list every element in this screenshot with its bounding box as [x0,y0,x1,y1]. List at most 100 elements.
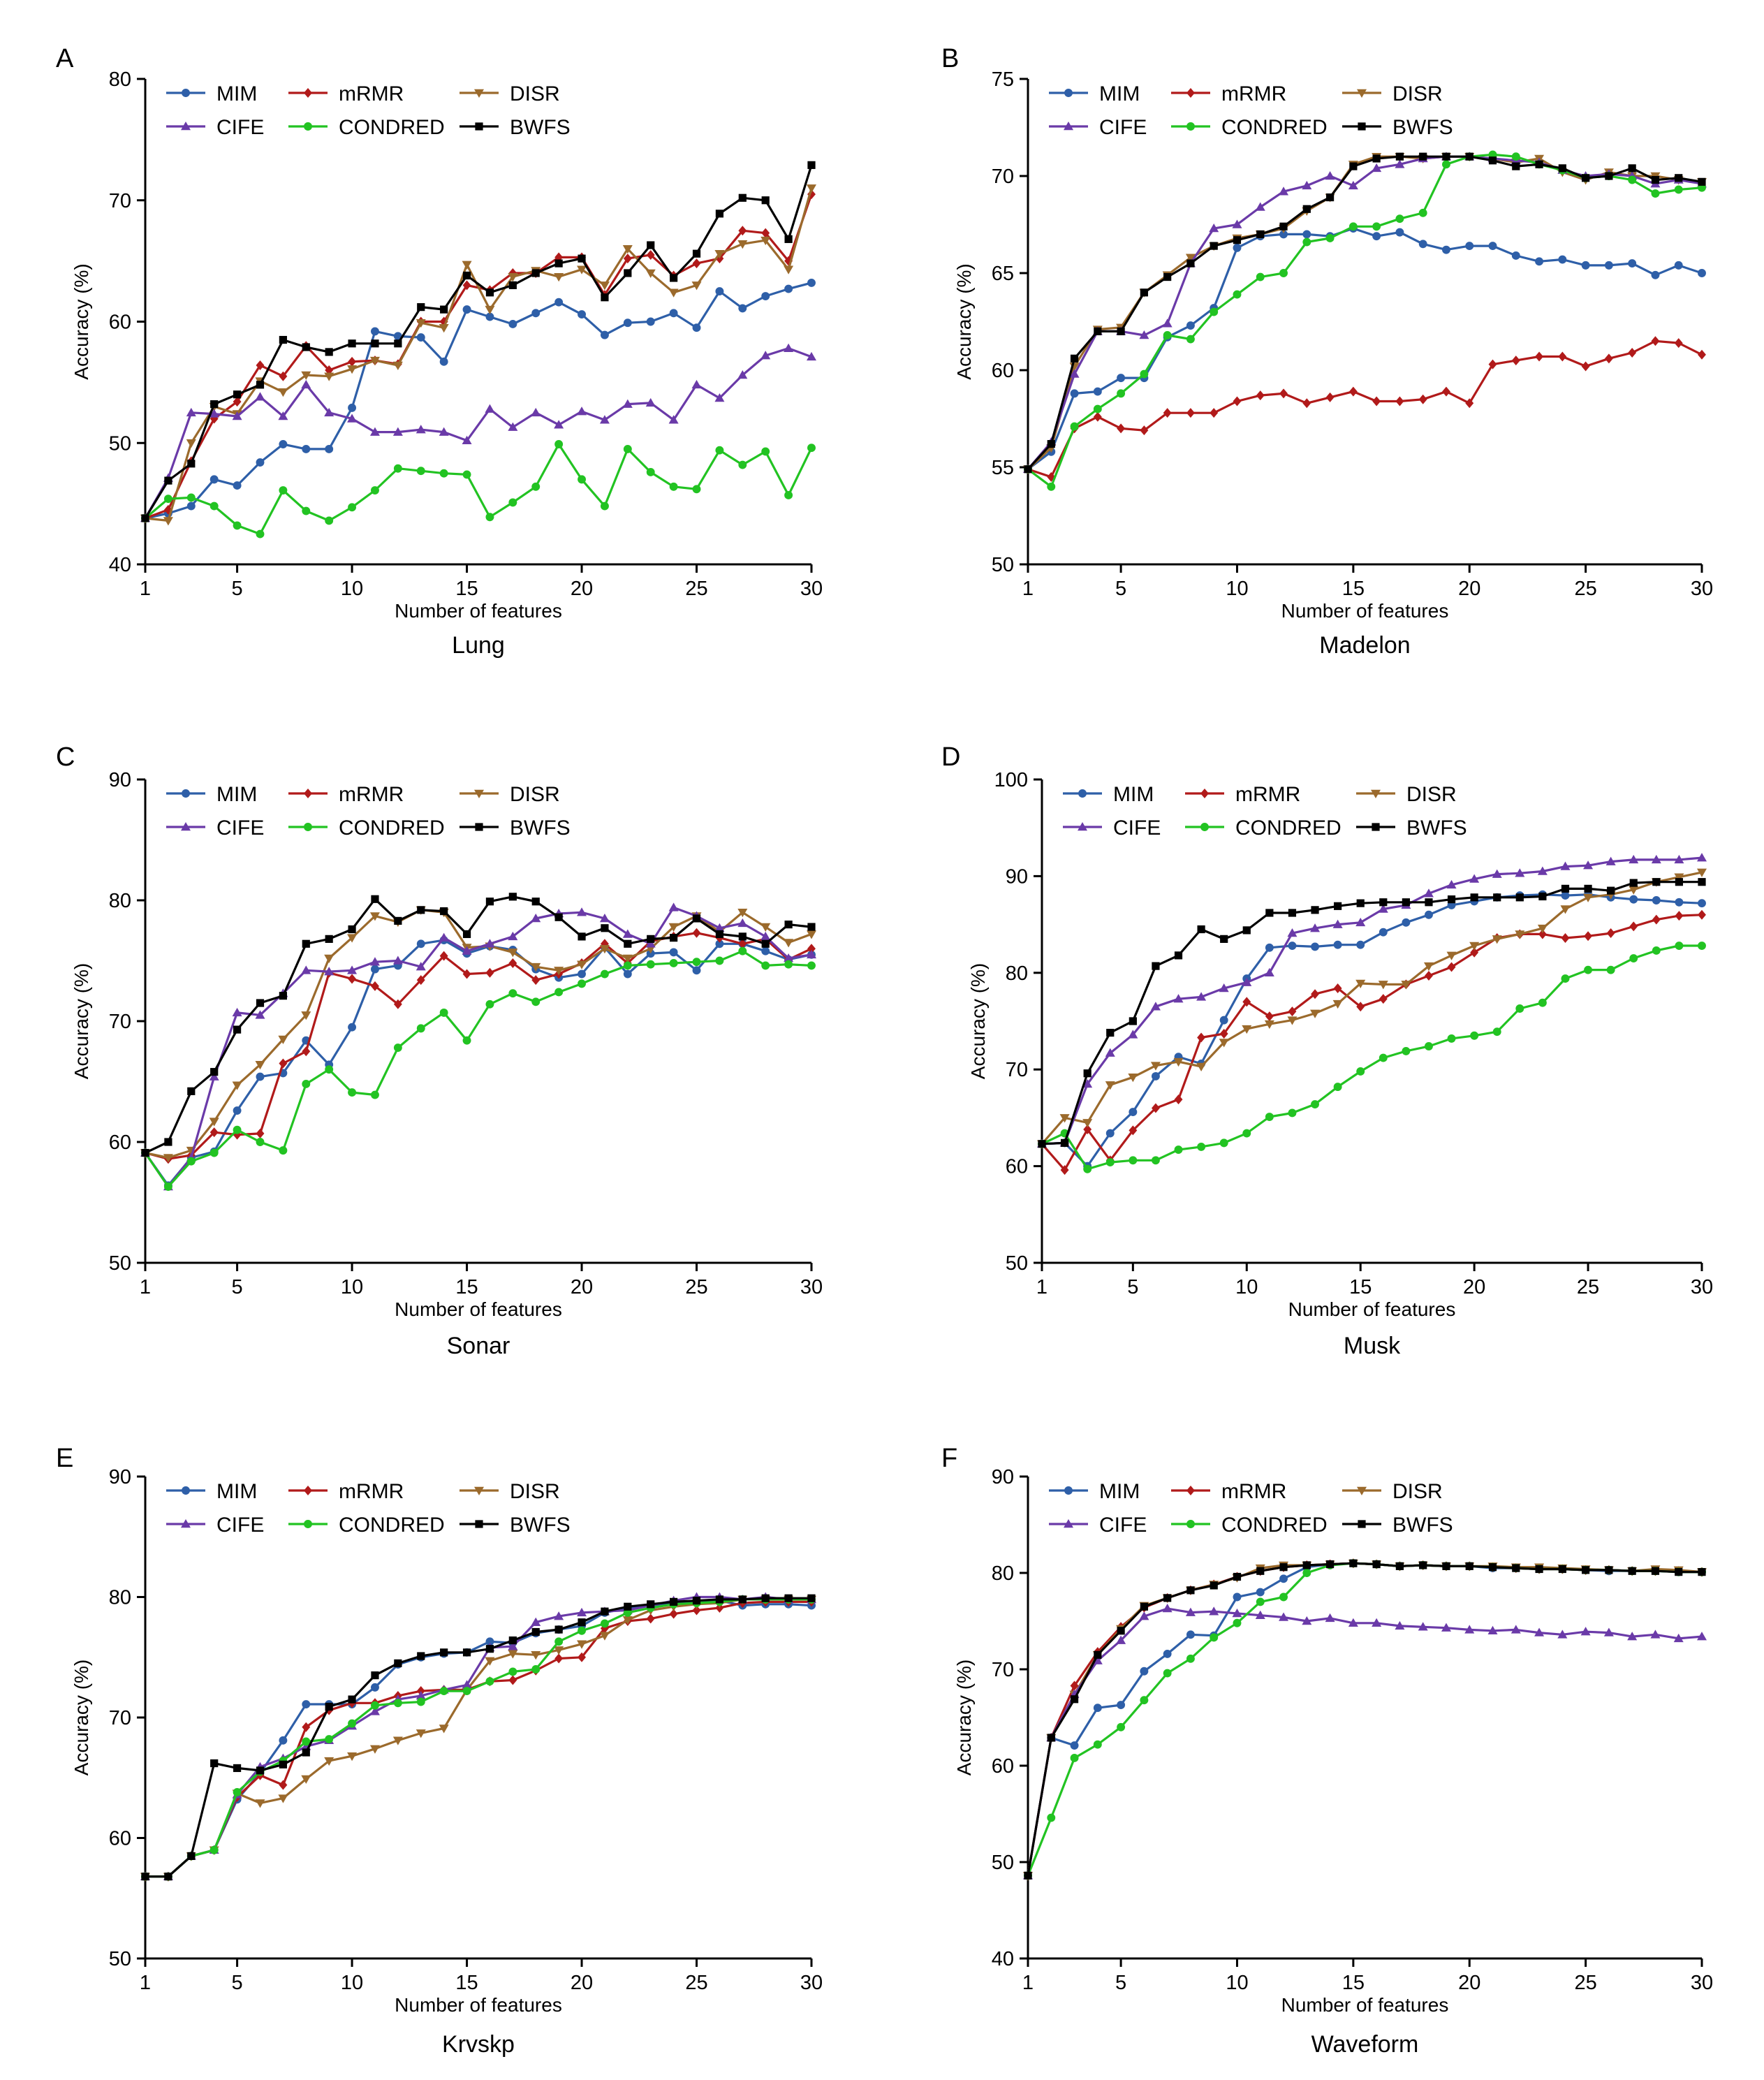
series-line-condred [144,443,813,536]
data-point [807,944,816,954]
data-point [1697,1632,1707,1641]
series-cife [1023,152,1707,474]
series-cife [140,1592,816,1880]
data-point [1210,242,1218,250]
data-point [1186,1586,1195,1595]
legend-marker [304,789,312,798]
data-point [1233,290,1242,299]
data-point [301,1775,311,1784]
series-cife [1023,1604,1707,1880]
data-point [1288,1006,1297,1017]
data-point [256,458,265,467]
data-point [1117,389,1126,398]
data-point [1070,1695,1079,1704]
data-point [646,960,655,969]
data-point [279,335,287,344]
data-point [1186,335,1195,344]
data-point [1325,1613,1335,1623]
data-point [1581,261,1590,270]
data-point [1674,338,1683,349]
data-point [1196,992,1207,1001]
data-point [1186,321,1195,330]
data-point [531,1617,541,1626]
data-point [1105,1048,1115,1057]
data-point [485,312,494,321]
data-point [554,1611,564,1620]
legend-item-bwfs: BWFS [460,116,571,139]
data-point [1302,1616,1312,1625]
x-tick-label: 10 [1235,1276,1258,1298]
legend-label: CONDRED [339,116,445,139]
data-point [784,1594,793,1602]
data-point [531,1627,540,1636]
data-point [392,955,403,965]
data-point [1418,240,1427,249]
data-point [1174,1094,1183,1105]
series-line-disr [1041,871,1703,1145]
y-tick-label: 75 [992,68,1014,91]
data-point [1311,1100,1319,1108]
data-point [669,309,678,318]
data-point [1092,1655,1103,1664]
legend-label: BWFS [1406,816,1467,840]
legend-item-mrmr: mRMR [288,82,404,105]
data-point [1425,970,1433,981]
data-point [210,1845,219,1854]
data-point [1607,886,1615,895]
panel-letter: F [941,1444,957,1473]
data-point [1628,175,1637,184]
data-point [508,989,517,998]
data-point [1511,356,1520,366]
data-point [1558,255,1567,264]
data-point [1629,895,1638,904]
x-tick-label: 1 [140,1276,151,1298]
data-point [1325,1560,1335,1569]
data-point [691,281,702,291]
data-point [578,969,586,979]
series-group [140,893,816,1191]
data-point [1219,1028,1228,1039]
data-point [1348,386,1358,397]
legend-item-mrmr: mRMR [1171,1480,1286,1503]
data-point [1093,1704,1102,1713]
data-point [1162,1604,1173,1613]
series-line-mim [1027,1562,1702,1876]
data-point [1395,228,1404,237]
data-point [1325,392,1335,402]
data-point [692,1605,701,1616]
legend-marker [1358,122,1366,131]
data-point [623,254,632,264]
series-line-disr [1027,155,1703,470]
data-point [1197,1142,1206,1151]
data-point [1652,946,1661,955]
x-tick-label: 25 [1574,578,1596,600]
data-point [1279,1592,1288,1602]
data-point [554,1625,563,1634]
legend-item-cife: CIFE [166,1514,264,1537]
data-point [1402,918,1411,927]
data-point [1117,1722,1126,1731]
data-point [669,1609,678,1619]
y-tick-label: 90 [992,1466,1014,1488]
data-point [302,1080,311,1088]
data-point [1629,886,1639,895]
data-point [1535,257,1544,266]
data-point [784,953,794,962]
x-axis-label: Number of features [1281,600,1449,622]
series-mrmr [1024,336,1706,482]
data-point [1311,906,1319,914]
data-point [417,1652,425,1660]
data-point [1265,1011,1274,1022]
data-point [646,317,655,326]
data-point [164,1873,172,1881]
y-tick-label: 50 [109,432,131,455]
x-tick-label: 1 [140,578,151,600]
data-point [1219,1016,1228,1025]
data-point [302,939,310,948]
legend-item-bwfs: BWFS [460,816,571,840]
legend-item-disr: DISR [460,1480,560,1503]
y-tick-label: 50 [109,1252,131,1275]
data-point [1279,388,1288,399]
legend-item-condred: CONDRED [1185,816,1342,840]
data-point [416,425,426,434]
